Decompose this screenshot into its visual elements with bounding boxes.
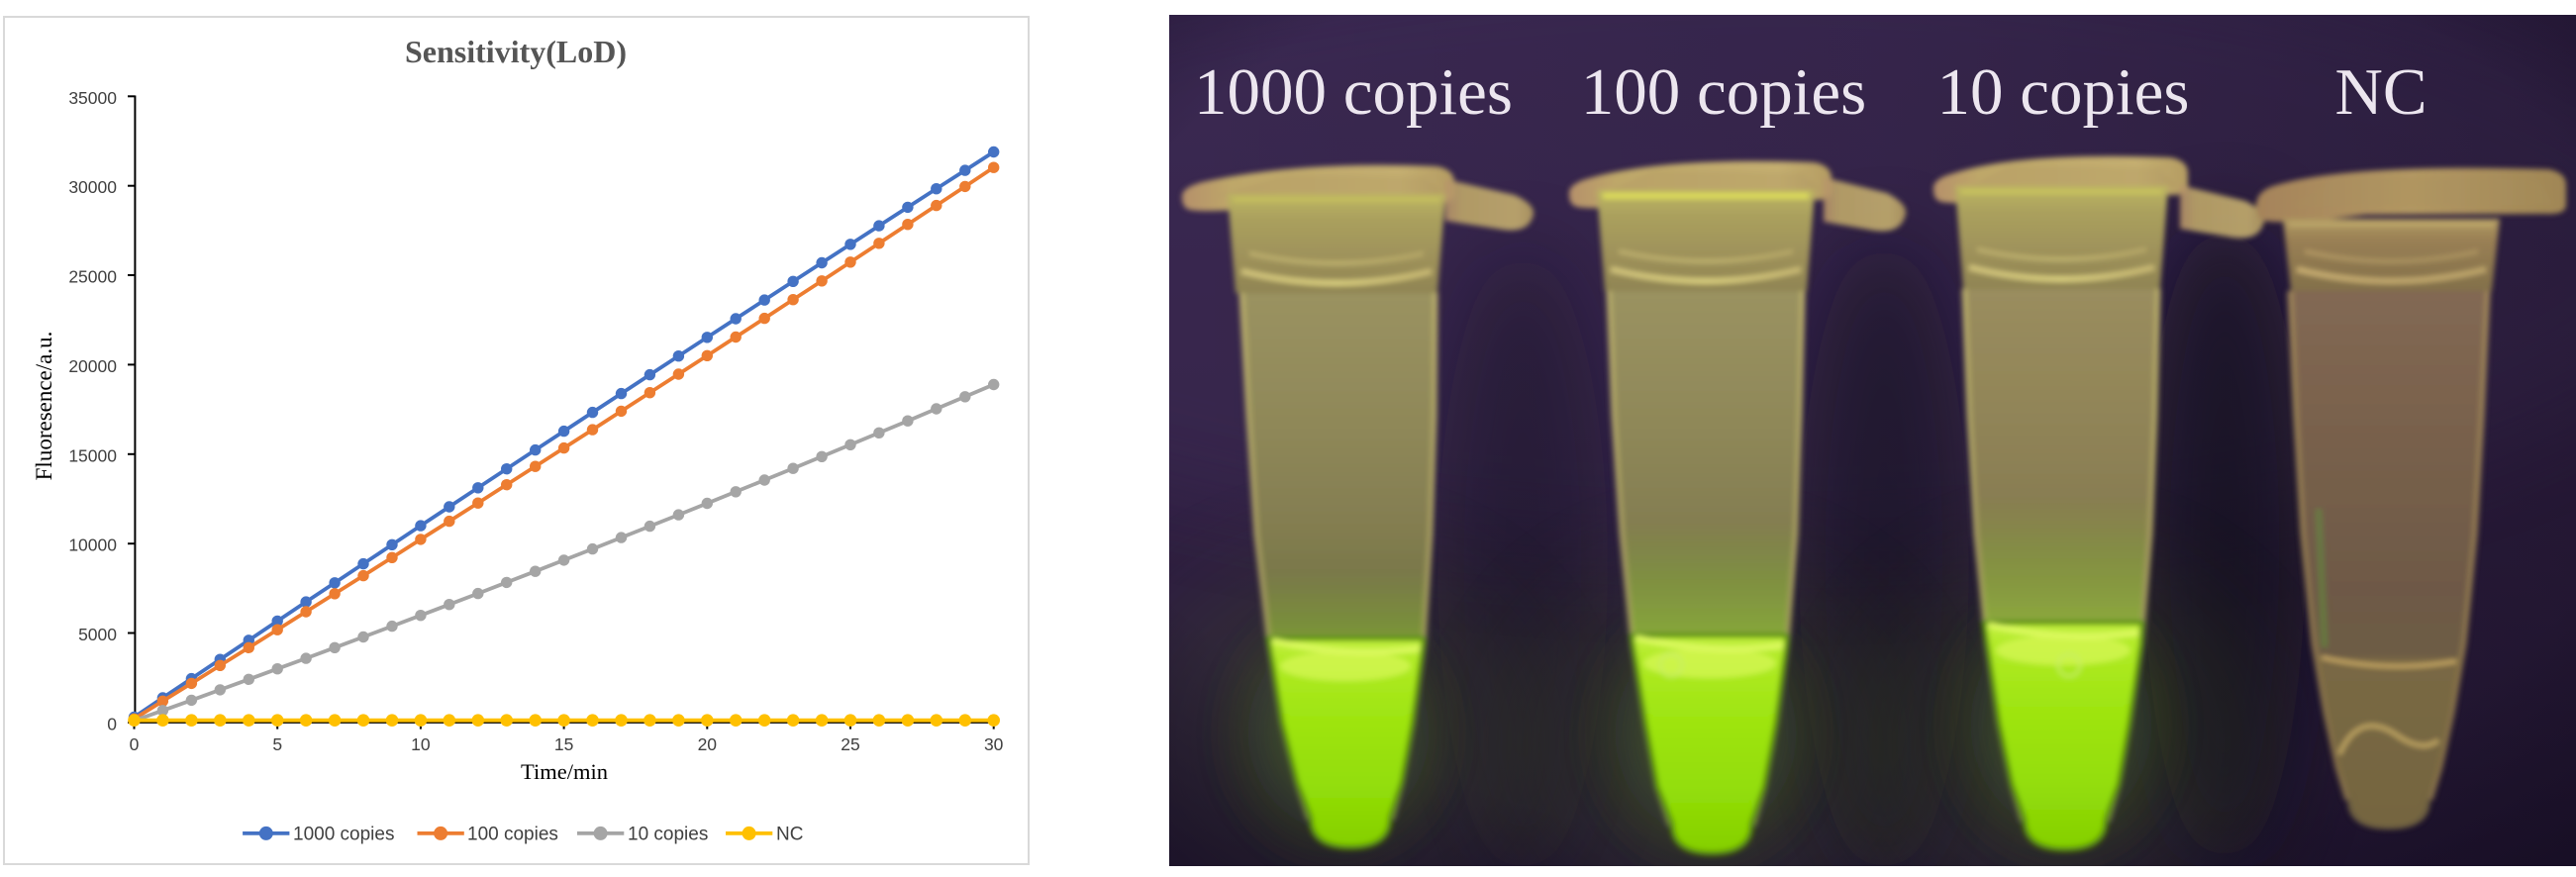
svg-text:10000: 10000 — [68, 536, 117, 555]
svg-text:10: 10 — [411, 734, 431, 754]
svg-text:Fluoresence/a.u.: Fluoresence/a.u. — [32, 332, 56, 481]
svg-text:20000: 20000 — [68, 356, 117, 376]
svg-text:20: 20 — [698, 734, 718, 754]
svg-text:1000 copies: 1000 copies — [293, 824, 394, 844]
svg-text:25000: 25000 — [68, 267, 117, 287]
svg-text:30: 30 — [984, 734, 1004, 754]
svg-text:10 copies: 10 copies — [628, 824, 708, 844]
svg-text:10 copies: 10 copies — [1937, 55, 2190, 129]
svg-text:5: 5 — [272, 734, 282, 754]
svg-text:15000: 15000 — [68, 445, 117, 465]
svg-text:Time/min: Time/min — [521, 759, 608, 784]
svg-text:35000: 35000 — [68, 88, 117, 108]
svg-text:100 copies: 100 copies — [467, 824, 558, 844]
svg-text:100 copies: 100 copies — [1581, 55, 1866, 129]
svg-text:Sensitivity(LoD): Sensitivity(LoD) — [405, 34, 627, 69]
svg-text:1000 copies: 1000 copies — [1194, 55, 1513, 129]
svg-text:30000: 30000 — [68, 177, 117, 197]
svg-text:0: 0 — [130, 734, 140, 754]
svg-text:NC: NC — [2334, 55, 2427, 129]
svg-text:15: 15 — [554, 734, 573, 754]
svg-text:0: 0 — [107, 714, 117, 733]
svg-text:5000: 5000 — [78, 625, 117, 644]
svg-text:25: 25 — [841, 734, 859, 754]
svg-text:NC: NC — [776, 824, 803, 844]
